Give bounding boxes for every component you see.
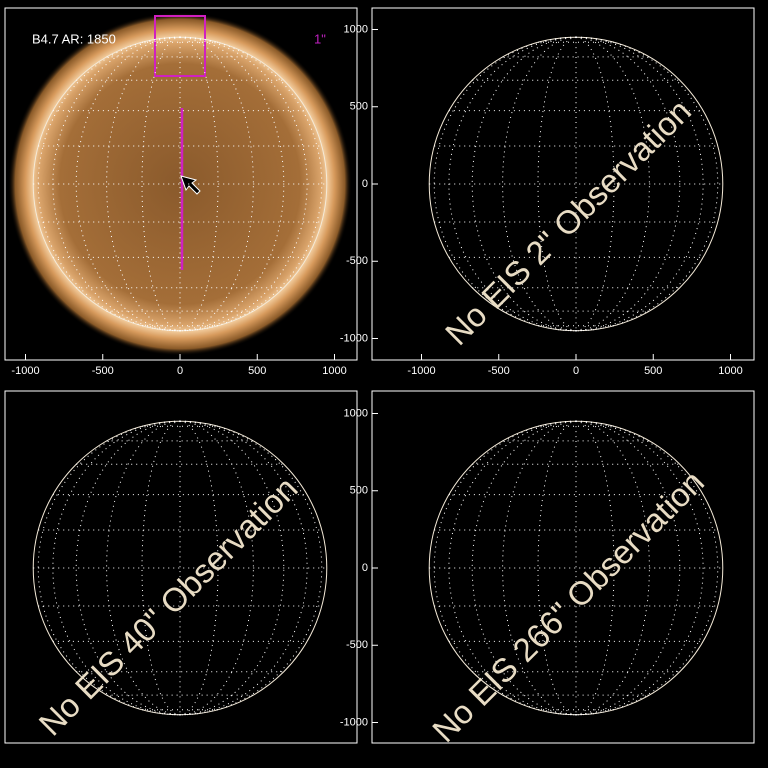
y-tick-label: 0 bbox=[362, 562, 368, 574]
longitude-line bbox=[52, 420, 181, 716]
x-tick-label: 1000 bbox=[718, 365, 742, 377]
longitude-line bbox=[37, 36, 181, 332]
longitude-line bbox=[179, 36, 219, 332]
x-tick-label: -1000 bbox=[407, 365, 435, 377]
x-tick-label: 1000 bbox=[322, 365, 346, 377]
longitude-line bbox=[537, 36, 577, 332]
x-tick-label: -1000 bbox=[11, 365, 39, 377]
longitude-line bbox=[141, 36, 181, 332]
longitude-line bbox=[52, 36, 181, 332]
x-tick-label: 0 bbox=[177, 365, 183, 377]
longitude-line bbox=[179, 36, 308, 332]
longitude-line bbox=[575, 420, 719, 716]
y-tick-label: 1000 bbox=[344, 23, 368, 35]
longitude-line bbox=[537, 420, 577, 716]
longitude-line bbox=[575, 36, 704, 332]
x-tick-label: -500 bbox=[488, 365, 510, 377]
longitude-line bbox=[179, 420, 323, 716]
x-tick-label: 500 bbox=[644, 365, 662, 377]
longitude-line bbox=[179, 36, 323, 332]
y-tick-label: 500 bbox=[350, 101, 368, 113]
y-tick-label: 1000 bbox=[344, 407, 368, 419]
event-label: B4.7 AR: 1850 bbox=[32, 31, 116, 46]
y-tick-label: -1000 bbox=[340, 332, 368, 344]
longitude-line bbox=[433, 420, 577, 716]
x-tick-label: 0 bbox=[573, 365, 579, 377]
longitude-line bbox=[448, 420, 577, 716]
field-of-view bbox=[154, 15, 206, 77]
longitude-line bbox=[433, 36, 577, 332]
plot-frame bbox=[4, 7, 358, 361]
longitude-line bbox=[575, 36, 615, 332]
longitude-line bbox=[575, 36, 719, 332]
y-tick-label: -1000 bbox=[340, 716, 368, 728]
y-tick-label: -500 bbox=[346, 639, 368, 651]
longitude-line bbox=[37, 420, 181, 716]
x-tick-label: -500 bbox=[92, 365, 114, 377]
y-tick-label: 500 bbox=[350, 485, 368, 497]
sun-image bbox=[8, 12, 352, 356]
y-tick-label: -500 bbox=[346, 255, 368, 267]
longitude-line bbox=[141, 420, 181, 716]
longitude-line bbox=[179, 420, 219, 716]
longitude-line bbox=[448, 36, 577, 332]
panel: -1000 -500 0 500 1000 B4.7 AR: 1850 1" bbox=[4, 7, 358, 377]
pointer-arrow bbox=[180, 175, 201, 195]
y-tick-label: 0 bbox=[362, 178, 368, 190]
x-tick-label: 500 bbox=[248, 365, 266, 377]
plot-frame bbox=[4, 390, 358, 744]
longitude-line bbox=[575, 420, 704, 716]
longitude-line bbox=[179, 420, 308, 716]
scale-label: 1" bbox=[314, 31, 326, 46]
longitude-line bbox=[575, 420, 615, 716]
plot-frame bbox=[371, 390, 755, 744]
